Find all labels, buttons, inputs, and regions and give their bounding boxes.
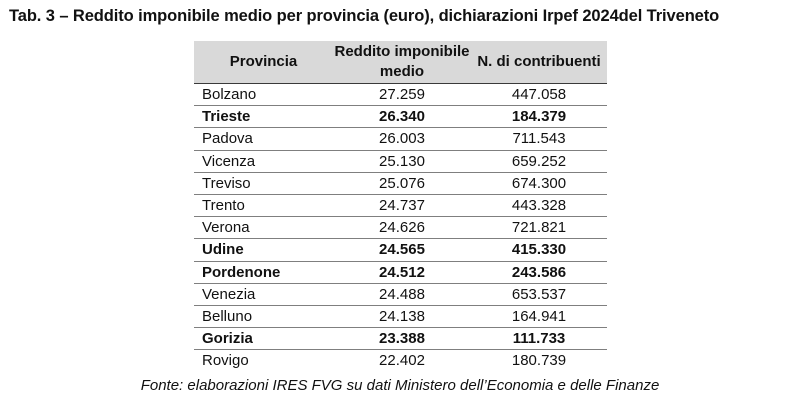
cell-contribuenti: 184.379	[471, 105, 607, 129]
cell-reddito: 24.512	[333, 261, 471, 284]
cell-reddito: 24.138	[333, 305, 471, 329]
cell-provincia: Belluno	[194, 305, 333, 329]
table-row: Udine 24.565 415.330	[194, 238, 607, 262]
cell-reddito: 24.565	[333, 238, 471, 262]
table-row: Trieste 26.340 184.379	[194, 105, 607, 129]
cell-reddito: 24.626	[333, 216, 471, 240]
cell-contribuenti: 711.543	[471, 127, 607, 151]
cell-provincia: Gorizia	[194, 327, 333, 351]
cell-reddito: 25.130	[333, 150, 471, 173]
cell-reddito: 24.737	[333, 194, 471, 218]
table-header-row: Provincia Reddito imponibile medio N. di…	[194, 41, 607, 84]
cell-contribuenti: 180.739	[511, 352, 567, 370]
header-provincia: Provincia	[194, 41, 333, 84]
cell-reddito: 26.003	[333, 127, 471, 151]
header-contribuenti: N. di contribuenti	[471, 41, 607, 84]
table-row: Padova 26.003 711.543	[194, 127, 607, 151]
cell-reddito: 27.259	[333, 83, 471, 107]
cell-provincia: Vicenza	[194, 150, 333, 173]
table-body: Bolzano 27.259 447.058 Trieste 26.340 184.379…	[194, 83, 607, 372]
cell-contribuenti: 653.537	[471, 283, 607, 306]
cell-provincia: Treviso	[194, 172, 333, 195]
cell-provincia: Venezia	[194, 283, 333, 306]
cell-contribuenti: 243.586	[471, 261, 607, 284]
cell-reddito: 24.488	[333, 283, 471, 306]
table-row: Treviso 25.076 674.300	[194, 172, 607, 195]
table-row: Gorizia 23.388 111.733	[194, 327, 607, 351]
cell-provincia: Pordenone	[194, 261, 333, 284]
cell-provincia: Trieste	[194, 105, 333, 129]
table-title: Tab. 3 – Reddito imponibile medio per pr…	[9, 7, 720, 25]
cell-reddito: 23.388	[333, 327, 471, 351]
table-row: Pordenone 24.512 243.586	[194, 261, 607, 284]
source-note: Fonte: elaborazioni IRES FVG su dati Min…	[140, 377, 660, 394]
table-row: Belluno 24.138 164.941	[194, 305, 607, 329]
table-row: Vicenza 25.130 659.252	[194, 150, 607, 173]
cell-provincia: Trento	[194, 194, 333, 218]
cell-reddito: 26.340	[333, 105, 471, 129]
cell-contribuenti: 415.330	[471, 238, 607, 262]
income-table: Provincia Reddito imponibile medio N. di…	[194, 41, 607, 371]
table-row: Trento 24.737 443.328	[194, 194, 607, 218]
header-reddito: Reddito imponibile medio	[333, 41, 471, 84]
cell-contribuenti: 111.733	[471, 327, 607, 351]
cell-contribuenti: 447.058	[471, 83, 607, 107]
cell-contribuenti: 659.252	[471, 150, 607, 173]
cell-provincia: Udine	[194, 238, 333, 262]
cell-provincia: Verona	[194, 216, 333, 240]
cell-contribuenti: 674.300	[471, 172, 607, 195]
cell-contribuenti: 443.328	[471, 194, 607, 218]
cell-contribuenti: 164.941	[471, 305, 607, 329]
table-row: Verona 24.626 721.821	[194, 216, 607, 240]
cell-provincia: Rovigo	[202, 352, 249, 370]
cell-reddito: 22.402	[379, 352, 425, 370]
cell-reddito: 25.076	[333, 172, 471, 195]
cell-provincia: Bolzano	[194, 83, 333, 107]
cell-provincia: Padova	[194, 127, 333, 151]
cell-contribuenti: 721.821	[471, 216, 607, 240]
table-row: Rovigo 22.402 180.739	[194, 350, 607, 372]
table-row: Venezia 24.488 653.537	[194, 283, 607, 306]
table-row: Bolzano 27.259 447.058	[194, 83, 607, 107]
